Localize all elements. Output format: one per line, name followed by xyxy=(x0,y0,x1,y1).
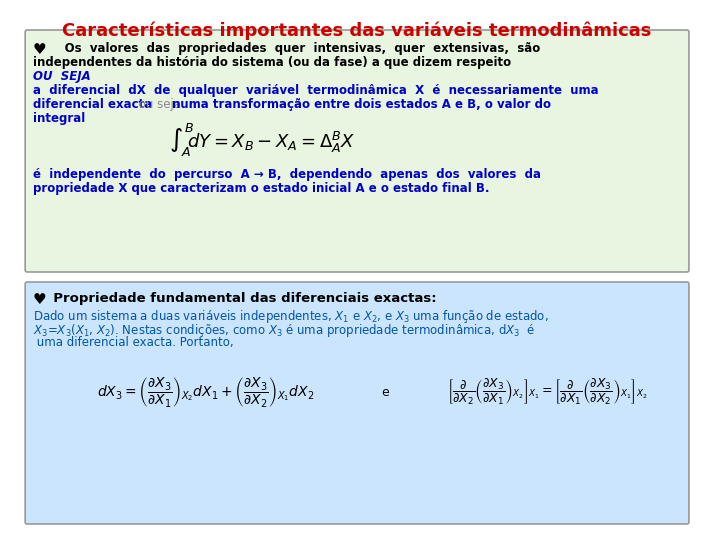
Text: uma diferencial exacta. Portanto,: uma diferencial exacta. Portanto, xyxy=(32,336,233,349)
Text: diferencial exacta: diferencial exacta xyxy=(32,98,152,111)
Text: ou seja: ou seja xyxy=(135,98,185,111)
Text: propriedade X que caracterizam o estado inicial A e o estado final B.: propriedade X que caracterizam o estado … xyxy=(32,182,490,195)
Text: numa transformação entre dois estados A e B, o valor do: numa transformação entre dois estados A … xyxy=(172,98,551,111)
Text: $dX_3 = \left(\dfrac{\partial X_3}{\partial X_1}\right)_{X_2} dX_1 + \left(\dfra: $dX_3 = \left(\dfrac{\partial X_3}{\part… xyxy=(96,375,314,409)
Text: $\left[\dfrac{\partial}{\partial X_2}\left(\dfrac{\partial X_3}{\partial X_1}\ri: $\left[\dfrac{\partial}{\partial X_2}\le… xyxy=(446,377,647,407)
FancyBboxPatch shape xyxy=(25,282,689,524)
Text: ♥: ♥ xyxy=(32,42,46,57)
Text: e: e xyxy=(382,386,390,399)
Text: integral: integral xyxy=(32,112,85,125)
Text: independentes da história do sistema (ou da fase) a que dizem respeito: independentes da história do sistema (ou… xyxy=(32,56,511,69)
Text: Características importantes das variáveis termodinâmicas: Características importantes das variávei… xyxy=(63,22,652,40)
Text: a  diferencial  dX  de  qualquer  variável  termodinâmica  X  é  necessariamente: a diferencial dX de qualquer variável te… xyxy=(32,84,598,97)
Text: é  independente  do  percurso  A → B,  dependendo  apenas  dos  valores  da: é independente do percurso A → B, depend… xyxy=(32,168,541,181)
Text: OU  SEJA: OU SEJA xyxy=(32,70,91,83)
Text: $\int_A^B \!\! dY = X_B - X_A = \Delta_A^B X$: $\int_A^B \!\! dY = X_B - X_A = \Delta_A… xyxy=(169,122,356,159)
Text: ♥: ♥ xyxy=(32,292,46,307)
Text: $X_3$=$X_3$($X_1$, $X_2$). Nestas condições, como $X_3$ é uma propriedade termod: $X_3$=$X_3$($X_1$, $X_2$). Nestas condiç… xyxy=(32,322,535,339)
FancyBboxPatch shape xyxy=(25,30,689,272)
Text: Propriedade fundamental das diferenciais exactas:: Propriedade fundamental das diferenciais… xyxy=(44,292,437,305)
Text: Dado um sistema a duas variáveis independentes, $X_1$ e $X_2$, e $X_3$ uma funçã: Dado um sistema a duas variáveis indepen… xyxy=(32,308,549,325)
Text: Os  valores  das  propriedades  quer  intensivas,  quer  extensivas,  são: Os valores das propriedades quer intensi… xyxy=(44,42,541,55)
